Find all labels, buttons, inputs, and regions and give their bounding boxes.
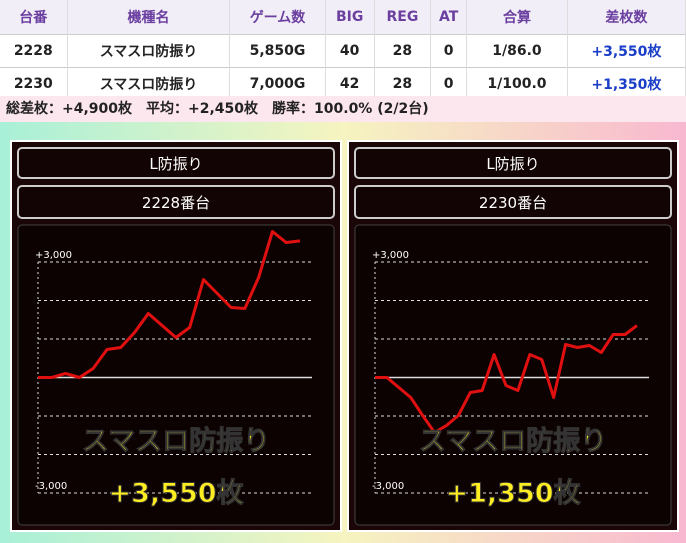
y-tick-label: +3,000 — [35, 250, 72, 261]
cell: 2230 — [0, 67, 68, 100]
cell: 2228 — [0, 34, 68, 68]
cell: スマスロ防振り — [67, 34, 231, 68]
cell: 42 — [325, 67, 375, 100]
header-cell: 機種名 — [67, 0, 231, 35]
cell: 28 — [374, 67, 432, 100]
title-bar — [17, 147, 335, 179]
y-tick-label: -3,000 — [372, 481, 404, 492]
cell: スマスロ防振り — [67, 67, 231, 100]
cell: 0 — [430, 67, 468, 100]
chart-subtitle: 2228番台 — [142, 194, 210, 212]
title-bar — [354, 147, 672, 179]
chart-panel: L防振り 2230番台 +3,000 -3,000 スマスロ防振り +1,350枚 — [347, 140, 679, 532]
subtitle-bar — [17, 185, 335, 219]
summary: 総差枚：+4,900枚 平均：+2,450枚 勝率：100.0% (2/2台) — [0, 96, 686, 122]
cell: 28 — [374, 34, 432, 68]
cell: 40 — [325, 34, 375, 68]
header-cell: ゲーム数 — [229, 0, 326, 35]
cell: 1/86.0 — [466, 34, 568, 68]
cell: +1,350枚 — [567, 67, 686, 100]
cell: 0 — [430, 34, 468, 68]
header-cell: 台番 — [0, 0, 68, 35]
result-table: 台番 機種名 ゲーム数 BIG REG AT 合算 差枚数 2228 スマスロ防振り 5,850G 4… — [0, 0, 686, 100]
header-cell: REG — [374, 0, 432, 35]
y-tick-label: -3,000 — [35, 481, 67, 492]
line-series — [375, 324, 638, 435]
header-cell: 差枚数 — [567, 0, 686, 35]
header-cell: BIG — [325, 0, 375, 35]
annotation: +3,550枚 — [108, 478, 243, 509]
cell: 7,000G — [229, 67, 326, 100]
annotation: スマスロ防振り — [419, 426, 607, 457]
y-tick-label: +3,000 — [372, 250, 409, 261]
annotation: スマスロ防振り — [82, 426, 270, 457]
chart-title: L防振り — [486, 155, 539, 173]
annotation: +1,350枚 — [445, 478, 580, 509]
chart-subtitle: 2230番台 — [479, 194, 547, 212]
cell: 1/100.0 — [466, 67, 568, 100]
cell: 5,850G — [229, 34, 326, 68]
header-cell: 合算 — [466, 0, 568, 35]
subtitle-bar — [354, 185, 672, 219]
chart-title: L防振り — [149, 155, 202, 173]
line-series — [38, 230, 301, 379]
header-cell: AT — [430, 0, 468, 35]
cell: +3,550枚 — [567, 34, 686, 68]
chart-panel: L防振り 2228番台 +3,000 -3,000 スマスロ防振り +3,550枚 — [10, 140, 342, 532]
